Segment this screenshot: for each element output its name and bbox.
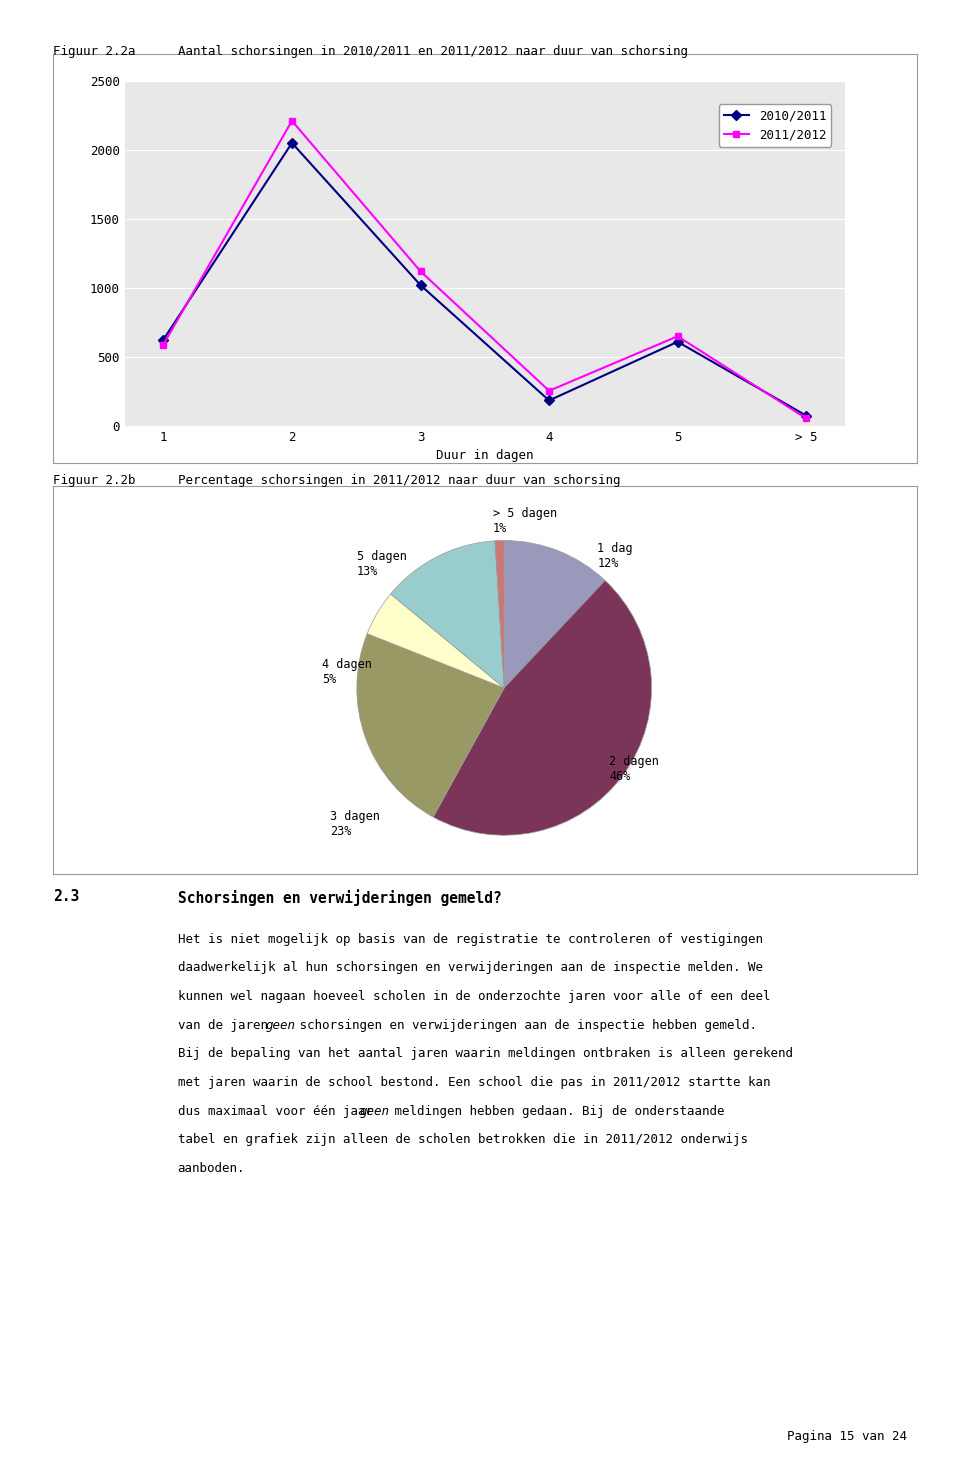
X-axis label: Duur in dagen: Duur in dagen bbox=[436, 450, 534, 463]
Text: van de jaren: van de jaren bbox=[178, 1019, 276, 1031]
Text: aanboden.: aanboden. bbox=[178, 1162, 245, 1175]
Legend: 2010/2011, 2011/2012: 2010/2011, 2011/2012 bbox=[719, 104, 831, 147]
Text: kunnen wel nagaan hoeveel scholen in de onderzochte jaren voor alle of een deel: kunnen wel nagaan hoeveel scholen in de … bbox=[178, 990, 770, 1003]
2010/2011 bbox=[672, 333, 684, 351]
Wedge shape bbox=[367, 593, 504, 687]
Text: geen: geen bbox=[265, 1019, 296, 1031]
Text: 1 dag
12%: 1 dag 12% bbox=[597, 542, 633, 570]
Text: schorsingen en verwijderingen aan de inspectie hebben gemeld.: schorsingen en verwijderingen aan de ins… bbox=[293, 1019, 757, 1031]
Text: > 5 dagen
1%: > 5 dagen 1% bbox=[492, 507, 557, 535]
2011/2012 bbox=[415, 263, 426, 281]
Wedge shape bbox=[433, 580, 652, 836]
Text: Het is niet mogelijk op basis van de registratie te controleren of vestigingen: Het is niet mogelijk op basis van de reg… bbox=[178, 933, 762, 946]
Text: Aantal schorsingen in 2010/2011 en 2011/2012 naar duur van schorsing: Aantal schorsingen in 2010/2011 en 2011/… bbox=[178, 46, 687, 57]
Text: 2.3: 2.3 bbox=[53, 889, 79, 903]
Text: 5 dagen
13%: 5 dagen 13% bbox=[357, 549, 407, 577]
Text: Bij de bepaling van het aantal jaren waarin meldingen ontbraken is alleen gereke: Bij de bepaling van het aantal jaren waa… bbox=[178, 1047, 793, 1061]
Text: daadwerkelijk al hun schorsingen en verwijderingen aan de inspectie melden. We: daadwerkelijk al hun schorsingen en verw… bbox=[178, 962, 762, 974]
2010/2011 bbox=[286, 134, 298, 151]
2010/2011 bbox=[157, 331, 169, 348]
Text: Schorsingen en verwijderingen gemeld?: Schorsingen en verwijderingen gemeld? bbox=[178, 889, 501, 905]
Text: 2 dagen
46%: 2 dagen 46% bbox=[609, 755, 659, 783]
Wedge shape bbox=[391, 541, 504, 687]
Text: Figuur 2.2b: Figuur 2.2b bbox=[53, 474, 135, 488]
Text: Pagina 15 van 24: Pagina 15 van 24 bbox=[787, 1429, 907, 1443]
2011/2012 bbox=[286, 112, 298, 129]
2010/2011 bbox=[801, 407, 812, 425]
Text: 4 dagen
5%: 4 dagen 5% bbox=[322, 658, 372, 686]
Text: Figuur 2.2a: Figuur 2.2a bbox=[53, 46, 135, 57]
2011/2012 bbox=[543, 382, 555, 400]
Text: geen: geen bbox=[360, 1105, 390, 1118]
2011/2012 bbox=[801, 410, 812, 427]
Text: dus maximaal voor één jaar: dus maximaal voor één jaar bbox=[178, 1105, 380, 1118]
Text: Percentage schorsingen in 2011/2012 naar duur van schorsing: Percentage schorsingen in 2011/2012 naar… bbox=[178, 474, 620, 488]
Text: met jaren waarin de school bestond. Een school die pas in 2011/2012 startte kan: met jaren waarin de school bestond. Een … bbox=[178, 1077, 770, 1089]
Wedge shape bbox=[357, 633, 504, 817]
Line: 2011/2012: 2011/2012 bbox=[160, 118, 809, 422]
Wedge shape bbox=[495, 541, 504, 687]
2011/2012 bbox=[157, 336, 169, 354]
2011/2012 bbox=[672, 328, 684, 345]
Text: meldingen hebben gedaan. Bij de onderstaande: meldingen hebben gedaan. Bij de ondersta… bbox=[387, 1105, 725, 1118]
Text: 3 dagen
23%: 3 dagen 23% bbox=[329, 809, 379, 837]
2010/2011 bbox=[543, 392, 555, 410]
2010/2011 bbox=[415, 276, 426, 294]
Line: 2010/2011: 2010/2011 bbox=[160, 140, 809, 419]
Text: tabel en grafiek zijn alleen de scholen betrokken die in 2011/2012 onderwijs: tabel en grafiek zijn alleen de scholen … bbox=[178, 1134, 748, 1146]
Wedge shape bbox=[504, 541, 605, 687]
